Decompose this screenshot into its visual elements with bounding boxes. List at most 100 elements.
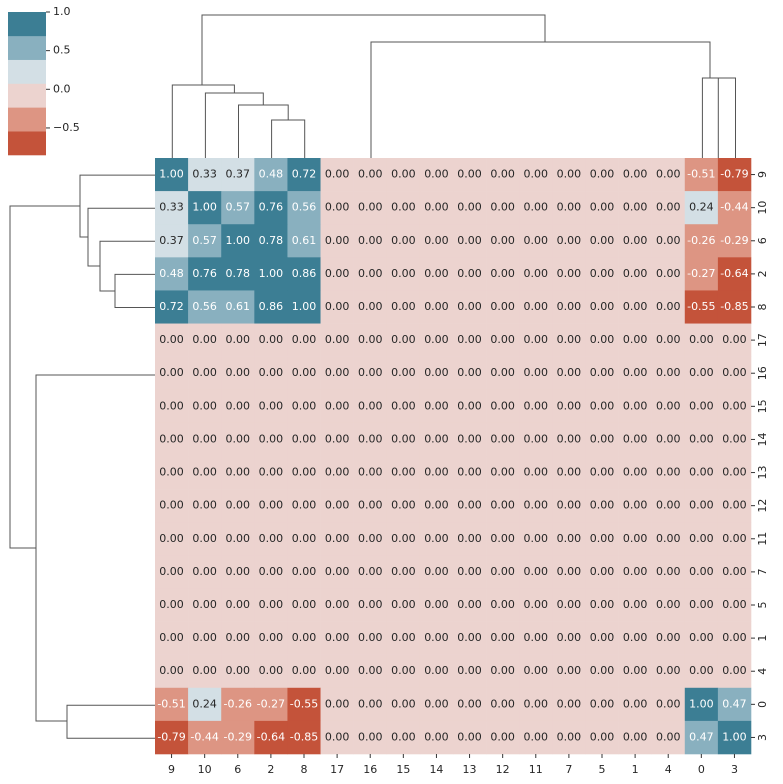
heatmap-cell bbox=[651, 456, 686, 490]
cell-label: 0.00 bbox=[391, 366, 416, 379]
heatmap-cell bbox=[684, 191, 719, 225]
cell-label: 0.86 bbox=[259, 300, 284, 313]
cell-label: 0.00 bbox=[391, 466, 416, 479]
cell-label: 0.00 bbox=[424, 730, 449, 743]
cell-label: 0.00 bbox=[722, 466, 747, 479]
cell-label: 0.33 bbox=[192, 168, 217, 181]
heatmap-cell bbox=[155, 356, 189, 391]
heatmap-cell bbox=[519, 522, 553, 556]
heatmap-cell bbox=[221, 456, 255, 490]
cell-label: 0.00 bbox=[656, 168, 681, 181]
heatmap-cell bbox=[585, 422, 619, 457]
cell-label: 0.00 bbox=[159, 598, 184, 611]
cell-label: 0.00 bbox=[524, 234, 549, 247]
heatmap-cell bbox=[519, 621, 553, 655]
cell-label: 0.00 bbox=[325, 598, 350, 611]
heatmap-cell bbox=[552, 456, 586, 490]
cell-label: 0.00 bbox=[292, 664, 317, 677]
cell-label: -0.79 bbox=[720, 168, 748, 181]
cell-label: 0.00 bbox=[457, 168, 482, 181]
cell-label: 0.00 bbox=[159, 333, 184, 346]
dendrogram-link bbox=[114, 273, 155, 308]
heatmap-cell bbox=[618, 588, 652, 622]
dendrogram-link bbox=[35, 374, 155, 722]
cell-label: 0.78 bbox=[226, 267, 251, 280]
cell-label: -0.27 bbox=[257, 697, 285, 710]
cell-label: 0.00 bbox=[490, 267, 515, 280]
cell-label: 0.00 bbox=[159, 466, 184, 479]
cell-label: 1.00 bbox=[722, 730, 747, 743]
cell-label: 0.00 bbox=[391, 201, 416, 214]
cell-label: 0.00 bbox=[623, 333, 648, 346]
cell-label: 0.72 bbox=[292, 168, 317, 181]
heatmap-cell bbox=[419, 224, 454, 258]
cell-label: -0.64 bbox=[257, 730, 285, 743]
cell-label: 0.00 bbox=[325, 267, 350, 280]
heatmap-cell bbox=[651, 323, 686, 357]
cell-label: 0.00 bbox=[325, 565, 350, 578]
cell-label: 0.00 bbox=[656, 366, 681, 379]
heatmap-cell bbox=[618, 621, 652, 655]
cell-label: 0.00 bbox=[358, 466, 383, 479]
heatmap-cell bbox=[353, 356, 388, 391]
cell-label: 1.00 bbox=[292, 300, 317, 313]
cell-label: 0.00 bbox=[192, 432, 217, 445]
cell-label: -0.29 bbox=[720, 234, 748, 247]
cell-label: 0.00 bbox=[325, 466, 350, 479]
cell-label: 0.00 bbox=[656, 697, 681, 710]
heatmap-cell bbox=[287, 257, 321, 291]
heatmap-cell bbox=[419, 522, 454, 556]
heatmap-cell bbox=[486, 621, 520, 655]
cell-label: 0.00 bbox=[524, 466, 549, 479]
heatmap-cell bbox=[618, 456, 652, 490]
heatmap-cell bbox=[717, 654, 752, 689]
cell-label: 0.86 bbox=[292, 267, 317, 280]
heatmap-cell bbox=[155, 257, 189, 291]
cell-label: 0.00 bbox=[557, 730, 582, 743]
cell-label: 0.00 bbox=[424, 201, 449, 214]
heatmap-cell bbox=[519, 323, 553, 357]
heatmap-cell bbox=[618, 687, 652, 722]
cell-label: 0.00 bbox=[590, 234, 615, 247]
heatmap-cell bbox=[618, 323, 652, 357]
cell-label: 0.00 bbox=[457, 664, 482, 677]
heatmap-cell bbox=[353, 456, 388, 490]
cell-label: 0.00 bbox=[590, 598, 615, 611]
cell-label: 0.00 bbox=[325, 168, 350, 181]
heatmap-cell bbox=[353, 257, 388, 291]
cell-label: 0.00 bbox=[292, 366, 317, 379]
heatmap-cell bbox=[320, 356, 354, 391]
cell-label: 0.00 bbox=[689, 366, 714, 379]
dendrogram-link bbox=[66, 704, 155, 739]
cell-label: 0.00 bbox=[656, 532, 681, 545]
cell-label: 0.00 bbox=[292, 499, 317, 512]
x-tick-label: 14 bbox=[429, 763, 443, 776]
heatmap-cell bbox=[155, 389, 189, 424]
cell-label: 0.00 bbox=[557, 201, 582, 214]
cell-label: 0.00 bbox=[722, 532, 747, 545]
cell-label: 0.00 bbox=[490, 300, 515, 313]
heatmap-cell bbox=[585, 456, 619, 490]
cell-label: 0.00 bbox=[457, 300, 482, 313]
cell-label: 0.00 bbox=[424, 499, 449, 512]
cell-label: 0.00 bbox=[358, 333, 383, 346]
cell-label: -0.79 bbox=[157, 730, 185, 743]
heatmap-cell bbox=[188, 224, 222, 258]
y-tick-label: 0 bbox=[756, 701, 769, 708]
cell-label: 0.00 bbox=[259, 664, 284, 677]
cell-label: 0.00 bbox=[358, 234, 383, 247]
cell-label: 0.00 bbox=[226, 432, 251, 445]
cell-label: 0.00 bbox=[358, 366, 383, 379]
cell-label: 0.00 bbox=[457, 499, 482, 512]
heatmap-cell bbox=[386, 555, 421, 589]
cell-label: 0.00 bbox=[490, 333, 515, 346]
heatmap-cell bbox=[717, 456, 752, 490]
x-tick-label: 0 bbox=[698, 763, 705, 776]
heatmap-cell bbox=[320, 588, 354, 622]
cell-label: 0.00 bbox=[259, 466, 284, 479]
heatmap-cell bbox=[386, 389, 421, 424]
heatmap-cell bbox=[651, 158, 686, 192]
cell-label: 0.00 bbox=[722, 565, 747, 578]
heatmap-cell bbox=[320, 621, 354, 655]
cell-label: 0.00 bbox=[524, 730, 549, 743]
